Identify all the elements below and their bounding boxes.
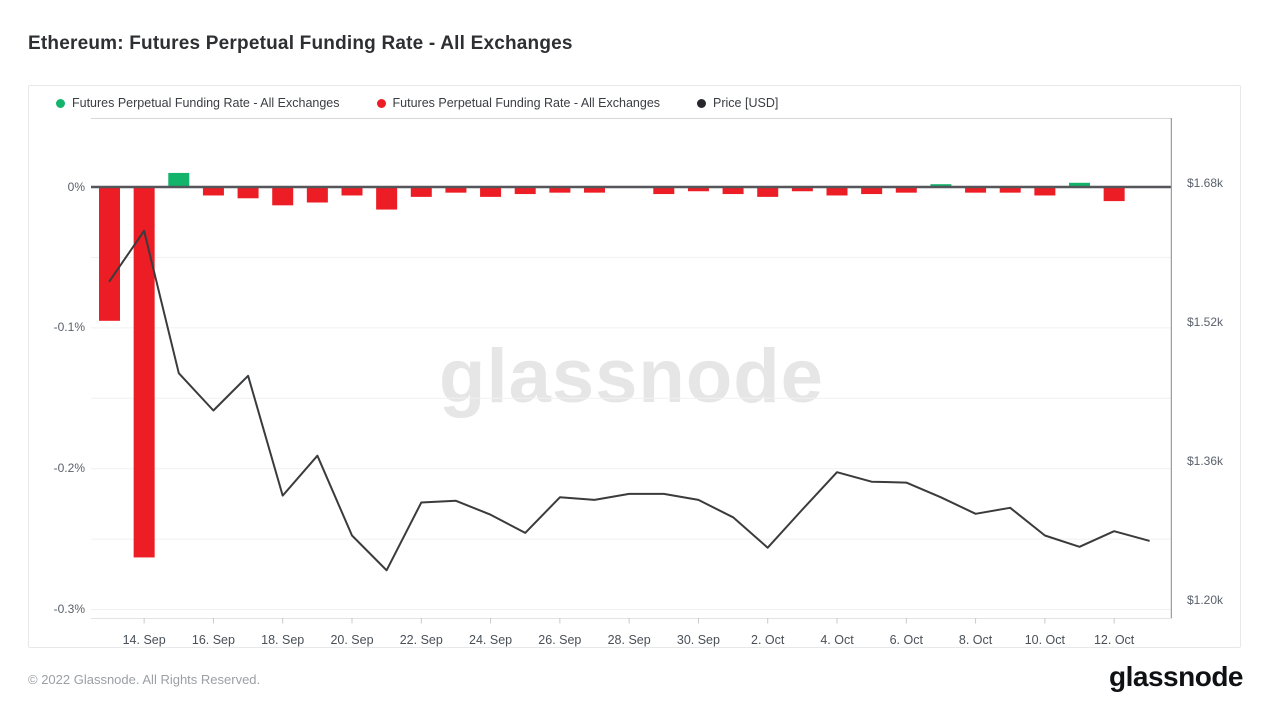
funding-rate-bar[interactable] [584, 187, 606, 193]
y-right-tick-label: $1.36k [1187, 454, 1224, 469]
funding-rate-bar[interactable] [687, 187, 709, 192]
funding-rate-bar[interactable] [514, 187, 536, 195]
glassnode-logo: glassnode [1109, 661, 1243, 692]
funding-rate-bar[interactable] [376, 187, 398, 210]
funding-rate-bar[interactable] [861, 187, 883, 195]
funding-rate-bar[interactable] [757, 187, 779, 197]
x-tick-label: 6. Oct [890, 633, 924, 647]
funding-rate-bar[interactable] [237, 187, 259, 199]
chart-card: Futures Perpetual Funding Rate - All Exc… [28, 85, 1241, 648]
y-left-tick-label: -0.2% [53, 461, 85, 476]
legend-label: Futures Perpetual Funding Rate - All Exc… [392, 96, 661, 110]
y-right-tick-label: $1.68k [1187, 176, 1224, 191]
x-tick-label: 14. Sep [123, 633, 166, 647]
funding-rate-bar[interactable] [999, 187, 1021, 193]
legend-label: Futures Perpetual Funding Rate - All Exc… [72, 96, 340, 110]
funding-rate-bar[interactable] [168, 172, 190, 188]
x-tick-label: 12. Oct [1094, 633, 1135, 647]
x-tick-label: 18. Sep [261, 633, 304, 647]
page-title: Ethereum: Futures Perpetual Funding Rate… [28, 33, 573, 54]
legend-dot-green-icon [56, 98, 65, 108]
x-tick-label: 8. Oct [959, 633, 993, 647]
x-tick-label: 26. Sep [538, 633, 581, 647]
funding-rate-bar[interactable] [895, 187, 917, 193]
funding-rate-bar[interactable] [445, 187, 467, 193]
chart-canvas[interactable]: 14. Sep 16. Sep 18. Sep 20. Sep 22. Sep 24. S… [91, 118, 1173, 658]
funding-rate-bar[interactable] [99, 187, 120, 321]
legend-item-price[interactable]: Price [USD] [697, 96, 778, 110]
funding-rate-bar[interactable] [965, 187, 987, 193]
x-tick-label: 4. Oct [820, 633, 854, 647]
x-tick-label: 28. Sep [608, 633, 651, 647]
funding-rate-bar[interactable] [341, 187, 363, 196]
x-tick-label: 22. Sep [400, 633, 443, 647]
x-tick-label: 24. Sep [469, 633, 512, 647]
funding-rate-bar[interactable] [410, 187, 432, 197]
legend-label: Price [USD] [713, 96, 779, 110]
legend-dot-red-icon [376, 98, 386, 108]
funding-rate-bar[interactable] [1069, 182, 1091, 188]
x-tick-label: 10. Oct [1025, 633, 1066, 647]
price-line[interactable] [108, 229, 1150, 572]
legend-dot-black-icon [697, 98, 707, 108]
y-left-tick-label: 0% [67, 179, 85, 194]
plot-area[interactable]: 14. Sep 16. Sep 18. Sep 20. Sep 22. Sep 24. S… [91, 118, 1173, 658]
funding-rate-bar[interactable] [306, 187, 328, 203]
funding-rate-bar[interactable] [791, 187, 813, 192]
funding-rate-bar[interactable] [1103, 187, 1125, 202]
funding-rate-bar[interactable] [653, 187, 675, 195]
funding-rate-bar[interactable] [722, 187, 744, 195]
chart-legend: Futures Perpetual Funding Rate - All Exc… [56, 96, 778, 110]
y-left-tick-label: -0.1% [53, 320, 85, 335]
funding-rate-bar[interactable] [1034, 187, 1056, 196]
x-tick-label: 20. Sep [330, 633, 373, 647]
funding-rate-bar[interactable] [272, 187, 294, 206]
x-tick-label: 2. Oct [751, 633, 785, 647]
legend-item-funding-negative[interactable]: Futures Perpetual Funding Rate - All Exc… [376, 96, 661, 110]
y-left-tick-label: -0.3% [53, 602, 85, 617]
funding-rate-bar[interactable] [549, 187, 571, 193]
funding-rate-bar[interactable] [202, 187, 224, 196]
funding-rate-bar[interactable] [133, 187, 155, 558]
funding-rate-bar[interactable] [480, 187, 502, 197]
x-tick-label: 16. Sep [192, 633, 235, 647]
copyright-text: © 2022 Glassnode. All Rights Reserved. [28, 672, 261, 687]
y-right-tick-label: $1.52k [1187, 315, 1224, 330]
funding-rate-bar[interactable] [930, 184, 952, 188]
legend-item-funding-positive[interactable]: Futures Perpetual Funding Rate - All Exc… [56, 96, 340, 110]
x-tick-label: 30. Sep [677, 633, 720, 647]
funding-rate-bar[interactable] [826, 187, 848, 196]
y-right-tick-label: $1.20k [1187, 593, 1224, 608]
